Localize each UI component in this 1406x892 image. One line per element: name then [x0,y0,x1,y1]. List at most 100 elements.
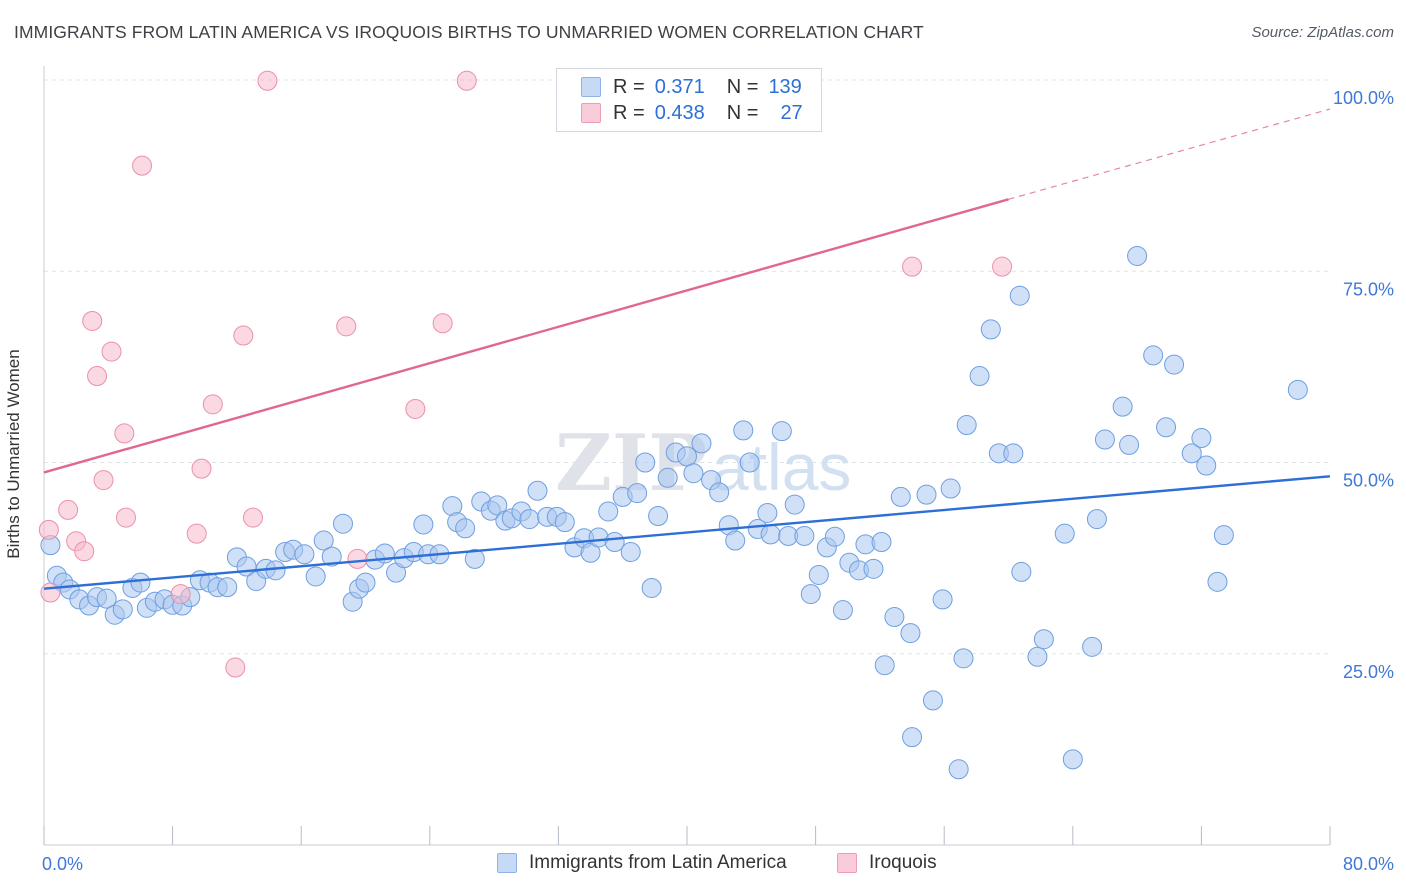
latin-america-point [1094,429,1115,450]
latin-america-point [217,577,238,598]
latin-america-point [1033,629,1054,650]
latin-america-point [455,518,476,539]
iroquois-point [87,366,108,387]
latin-america-point [332,513,353,534]
iroquois-point [82,310,103,331]
legend-r-value: 0.371 [654,75,705,98]
latin-america-point [1011,561,1032,582]
latin-america-point [321,546,342,567]
legend-n-label: N = [726,75,759,98]
latin-america-point [1143,345,1164,366]
iroquois-point [432,313,453,334]
latin-america-point [598,501,619,522]
latin-america-point [824,526,845,547]
latin-america-point [464,548,485,569]
legend-row-latin-america: R = 0.371 N = 139 [581,75,802,99]
iroquois-trendline [43,198,1009,474]
latin-america-point [832,600,853,621]
latin-america-point [1003,443,1024,464]
latin-america-point [554,512,575,533]
latin-america-point [969,366,990,387]
latin-america-trendline [43,475,1331,590]
series-legend-label: Immigrants from Latin America [529,852,787,873]
latin-america-point [808,564,829,585]
latin-america-point [657,467,678,488]
iroquois-point [233,325,254,346]
iroquois-point [170,584,191,605]
legend-r-value: 0.438 [654,101,705,124]
iroquois-point [186,523,207,544]
latin-america-point [757,502,778,523]
series-legend: Immigrants from Latin America Iroquois [0,852,1406,878]
latin-america-point [130,572,151,593]
latin-america-point [1196,455,1217,476]
iroquois-point [202,394,223,415]
latin-america-point [709,482,730,503]
latin-america-point [1181,443,1202,464]
latin-america-point [1127,245,1148,266]
stats-legend: R = 0.371 N = 139 R = 0.438 N = 27 [556,68,822,132]
latin-america-point [413,514,434,535]
latin-america-point [863,558,884,579]
x-tick-label: 0.0% [42,854,83,874]
iroquois-point [74,541,95,562]
latin-america-point [784,494,805,515]
iroquois-point [992,256,1013,277]
legend-swatch-latin-america [581,77,601,97]
iroquois-trendline-extension [1008,108,1331,200]
y-axis-title: Births to Unmarried Women [4,349,23,559]
latin-america-point [760,524,781,545]
legend-n-value: 27 [780,101,803,124]
latin-america-point [648,506,669,527]
latin-america-point [725,530,746,551]
latin-america-point [1207,571,1228,592]
iroquois-point [257,70,278,91]
iroquois-point [58,499,79,520]
latin-america-point [641,577,662,598]
latin-america-point [620,542,641,563]
latin-america-point [733,420,754,441]
series-legend-item-iroquois: Iroquois [837,852,937,874]
latin-america-point [953,648,974,669]
legend-r-label: R = [613,101,645,124]
iroquois-point [38,519,59,540]
y-tick-label: 75.0% [1343,279,1394,299]
latin-america-point [112,599,133,620]
latin-america-point [794,525,815,546]
y-tick-label: 50.0% [1343,471,1394,491]
iroquois-point [191,458,212,479]
latin-america-point [1062,749,1083,770]
latin-america-point [874,655,895,676]
latin-america-point [677,446,697,467]
latin-america-point [1191,428,1212,449]
legend-swatch-iroquois [581,103,601,123]
latin-america-point [1086,509,1107,530]
latin-america-point [940,478,961,499]
latin-america-point [1009,285,1030,306]
legend-r-label: R = [613,75,645,98]
series-legend-swatch [497,853,517,873]
iroquois-point [114,423,135,444]
iroquois-point [101,341,122,362]
latin-america-point [635,452,656,473]
latin-america-point [922,690,943,711]
y-tick-label: 25.0% [1343,662,1394,682]
latin-america-point [1119,434,1140,455]
latin-america-point [890,486,911,507]
latin-america-point [1054,523,1075,544]
latin-america-point [980,319,1001,340]
latin-america-point [96,588,117,609]
chart-title: IMMIGRANTS FROM LATIN AMERICA VS IROQUOI… [14,22,924,42]
latin-america-point [871,532,892,553]
iroquois-point [902,256,923,277]
latin-america-point [294,544,315,565]
latin-america-point [884,607,905,628]
legend-row-iroquois: R = 0.438 N = 27 [581,101,803,125]
latin-america-point [519,509,540,530]
latin-america-point [1027,646,1048,667]
latin-america-point [265,560,286,581]
iroquois-point [405,398,426,419]
latin-america-point [800,584,821,605]
series-legend-swatch [837,853,857,873]
